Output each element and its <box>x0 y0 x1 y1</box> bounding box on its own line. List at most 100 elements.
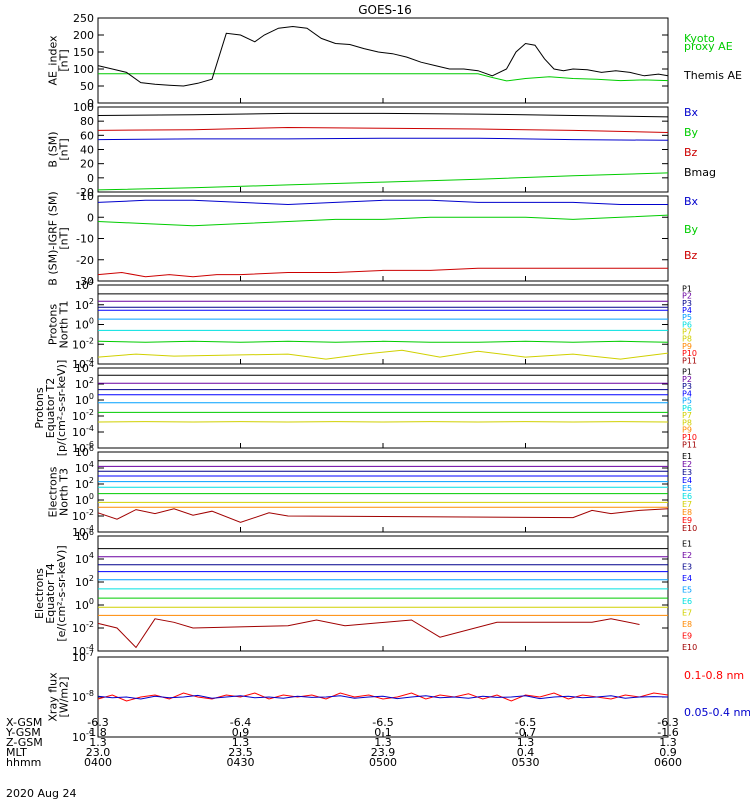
y-axis-label: AE_index <box>47 35 60 86</box>
y-tick-label: 100 <box>75 392 94 407</box>
series-line-by <box>97 172 669 191</box>
footer-value: 0600 <box>654 756 682 769</box>
legend-entry: E10 <box>682 643 697 652</box>
legend-entry: P4 <box>682 389 692 398</box>
legend-entry: proxy AE <box>684 40 733 53</box>
y-axis-label: Protons <box>33 387 46 428</box>
y-tick-label: 10-2 <box>72 620 94 635</box>
series-line-bz <box>97 267 668 278</box>
y-tick-label: 10-4 <box>72 524 94 539</box>
legend-entry: P2 <box>682 375 692 384</box>
y-tick-label: 104 <box>75 360 94 375</box>
legend-entry: E3 <box>682 562 692 571</box>
footer-value: 0.9 <box>659 746 677 759</box>
legend-entry: P10 <box>682 349 697 358</box>
legend-entry: P11 <box>682 356 697 365</box>
legend-entry: P6 <box>682 404 692 413</box>
y-tick-label: 104 <box>75 551 94 566</box>
y-tick-label: 40 <box>80 144 94 157</box>
panel-bigrf: -30 -20 -10 0 10 B (SM)-IGRF (SM)[nT] Bx By Bz <box>47 190 699 288</box>
legend-entry: P5 <box>682 313 692 322</box>
legend-entry: E2 <box>682 460 692 469</box>
y-tick-label: 10-4 <box>72 643 94 658</box>
y-tick-label: 102 <box>75 476 94 491</box>
legend-entry: P11 <box>682 440 697 449</box>
y-tick-label: 10-4 <box>72 356 94 371</box>
series-line-themis-ae <box>97 25 669 87</box>
y-tick-label: 10-9 <box>72 729 94 744</box>
legend-entry: By <box>684 223 699 236</box>
footer-value: 0500 <box>369 756 397 769</box>
legend-entry: P9 <box>682 426 692 435</box>
y-axis-label: Xray flux <box>47 672 60 722</box>
series-line-p7 <box>97 340 669 343</box>
legend-entry: E4 <box>682 574 692 583</box>
series-line-0-05-0-4-nm <box>97 694 669 700</box>
footer-value: 1.8 <box>89 726 107 739</box>
y-tick-label: 200 <box>73 29 94 42</box>
y-axis-label: Equator T4 <box>44 563 57 623</box>
legend-entry: P3 <box>682 299 692 308</box>
y-axis-label: [e/(cm²-s-sr-keV)] <box>55 545 68 641</box>
panel-frame <box>97 367 669 449</box>
y-tick-label: -20 <box>76 254 94 267</box>
panel-frame <box>97 535 669 652</box>
footer-row-label: Z-GSM <box>6 736 43 749</box>
legend-entry: E8 <box>682 620 692 629</box>
figure-title: GOES-16 <box>358 3 412 17</box>
legend-entry: E1 <box>682 539 692 548</box>
y-axis-label: [p/(cm²-s-sr-keV)] <box>55 360 68 457</box>
footer-value: 23.0 <box>86 746 111 759</box>
date-label: 2020 Aug 24 <box>6 787 76 800</box>
legend-entry: P6 <box>682 320 692 329</box>
series-line-e10 <box>97 618 640 649</box>
series-line-bx <box>97 199 668 206</box>
y-axis-label: Equator T2 <box>44 378 57 438</box>
y-tick-label: 20 <box>80 158 94 171</box>
footer-value: -6.4 <box>230 716 251 729</box>
footer-value: 1.3 <box>659 736 677 749</box>
y-axis-label: B (SM) <box>47 131 60 167</box>
legend-entry: E7 <box>682 608 692 617</box>
legend-entry: P9 <box>682 342 692 351</box>
y-tick-label: -10 <box>76 233 94 246</box>
y-tick-label: 10-2 <box>72 408 94 423</box>
legend-entry: E1 <box>682 452 692 461</box>
y-tick-label: 106 <box>75 444 94 459</box>
legend-entry: Bx <box>684 106 699 119</box>
footer-value: 1.3 <box>374 736 392 749</box>
legend-entry: P5 <box>682 397 692 406</box>
legend-entry: Bz <box>684 146 698 159</box>
y-axis-label: North T3 <box>58 468 71 516</box>
series-line-by <box>97 214 669 227</box>
series-line-bz <box>97 126 669 133</box>
footer-row-label: MLT <box>6 746 27 759</box>
legend-entry: E5 <box>682 484 692 493</box>
legend-entry: E2 <box>682 551 692 560</box>
y-tick-label: 106 <box>75 528 94 543</box>
legend-entry: E7 <box>682 500 692 509</box>
legend-entry: P7 <box>682 411 692 420</box>
y-tick-label: 102 <box>75 574 94 589</box>
y-tick-label: 100 <box>75 492 94 507</box>
legend-entry: P3 <box>682 382 692 391</box>
legend-entry: P2 <box>682 292 692 301</box>
y-tick-label: 10-8 <box>72 689 94 704</box>
legend-entry: 0.1-0.8 nm <box>684 669 744 682</box>
y-tick-label: 100 <box>73 63 94 76</box>
y-axis-label: Protons <box>47 304 60 345</box>
y-tick-label: 104 <box>75 277 94 292</box>
y-tick-label: 104 <box>75 460 94 475</box>
footer-row-label: Y-GSM <box>5 726 41 739</box>
legend-entry: E4 <box>682 476 692 485</box>
legend-entry: E9 <box>682 631 692 640</box>
legend-entry: E6 <box>682 492 692 501</box>
